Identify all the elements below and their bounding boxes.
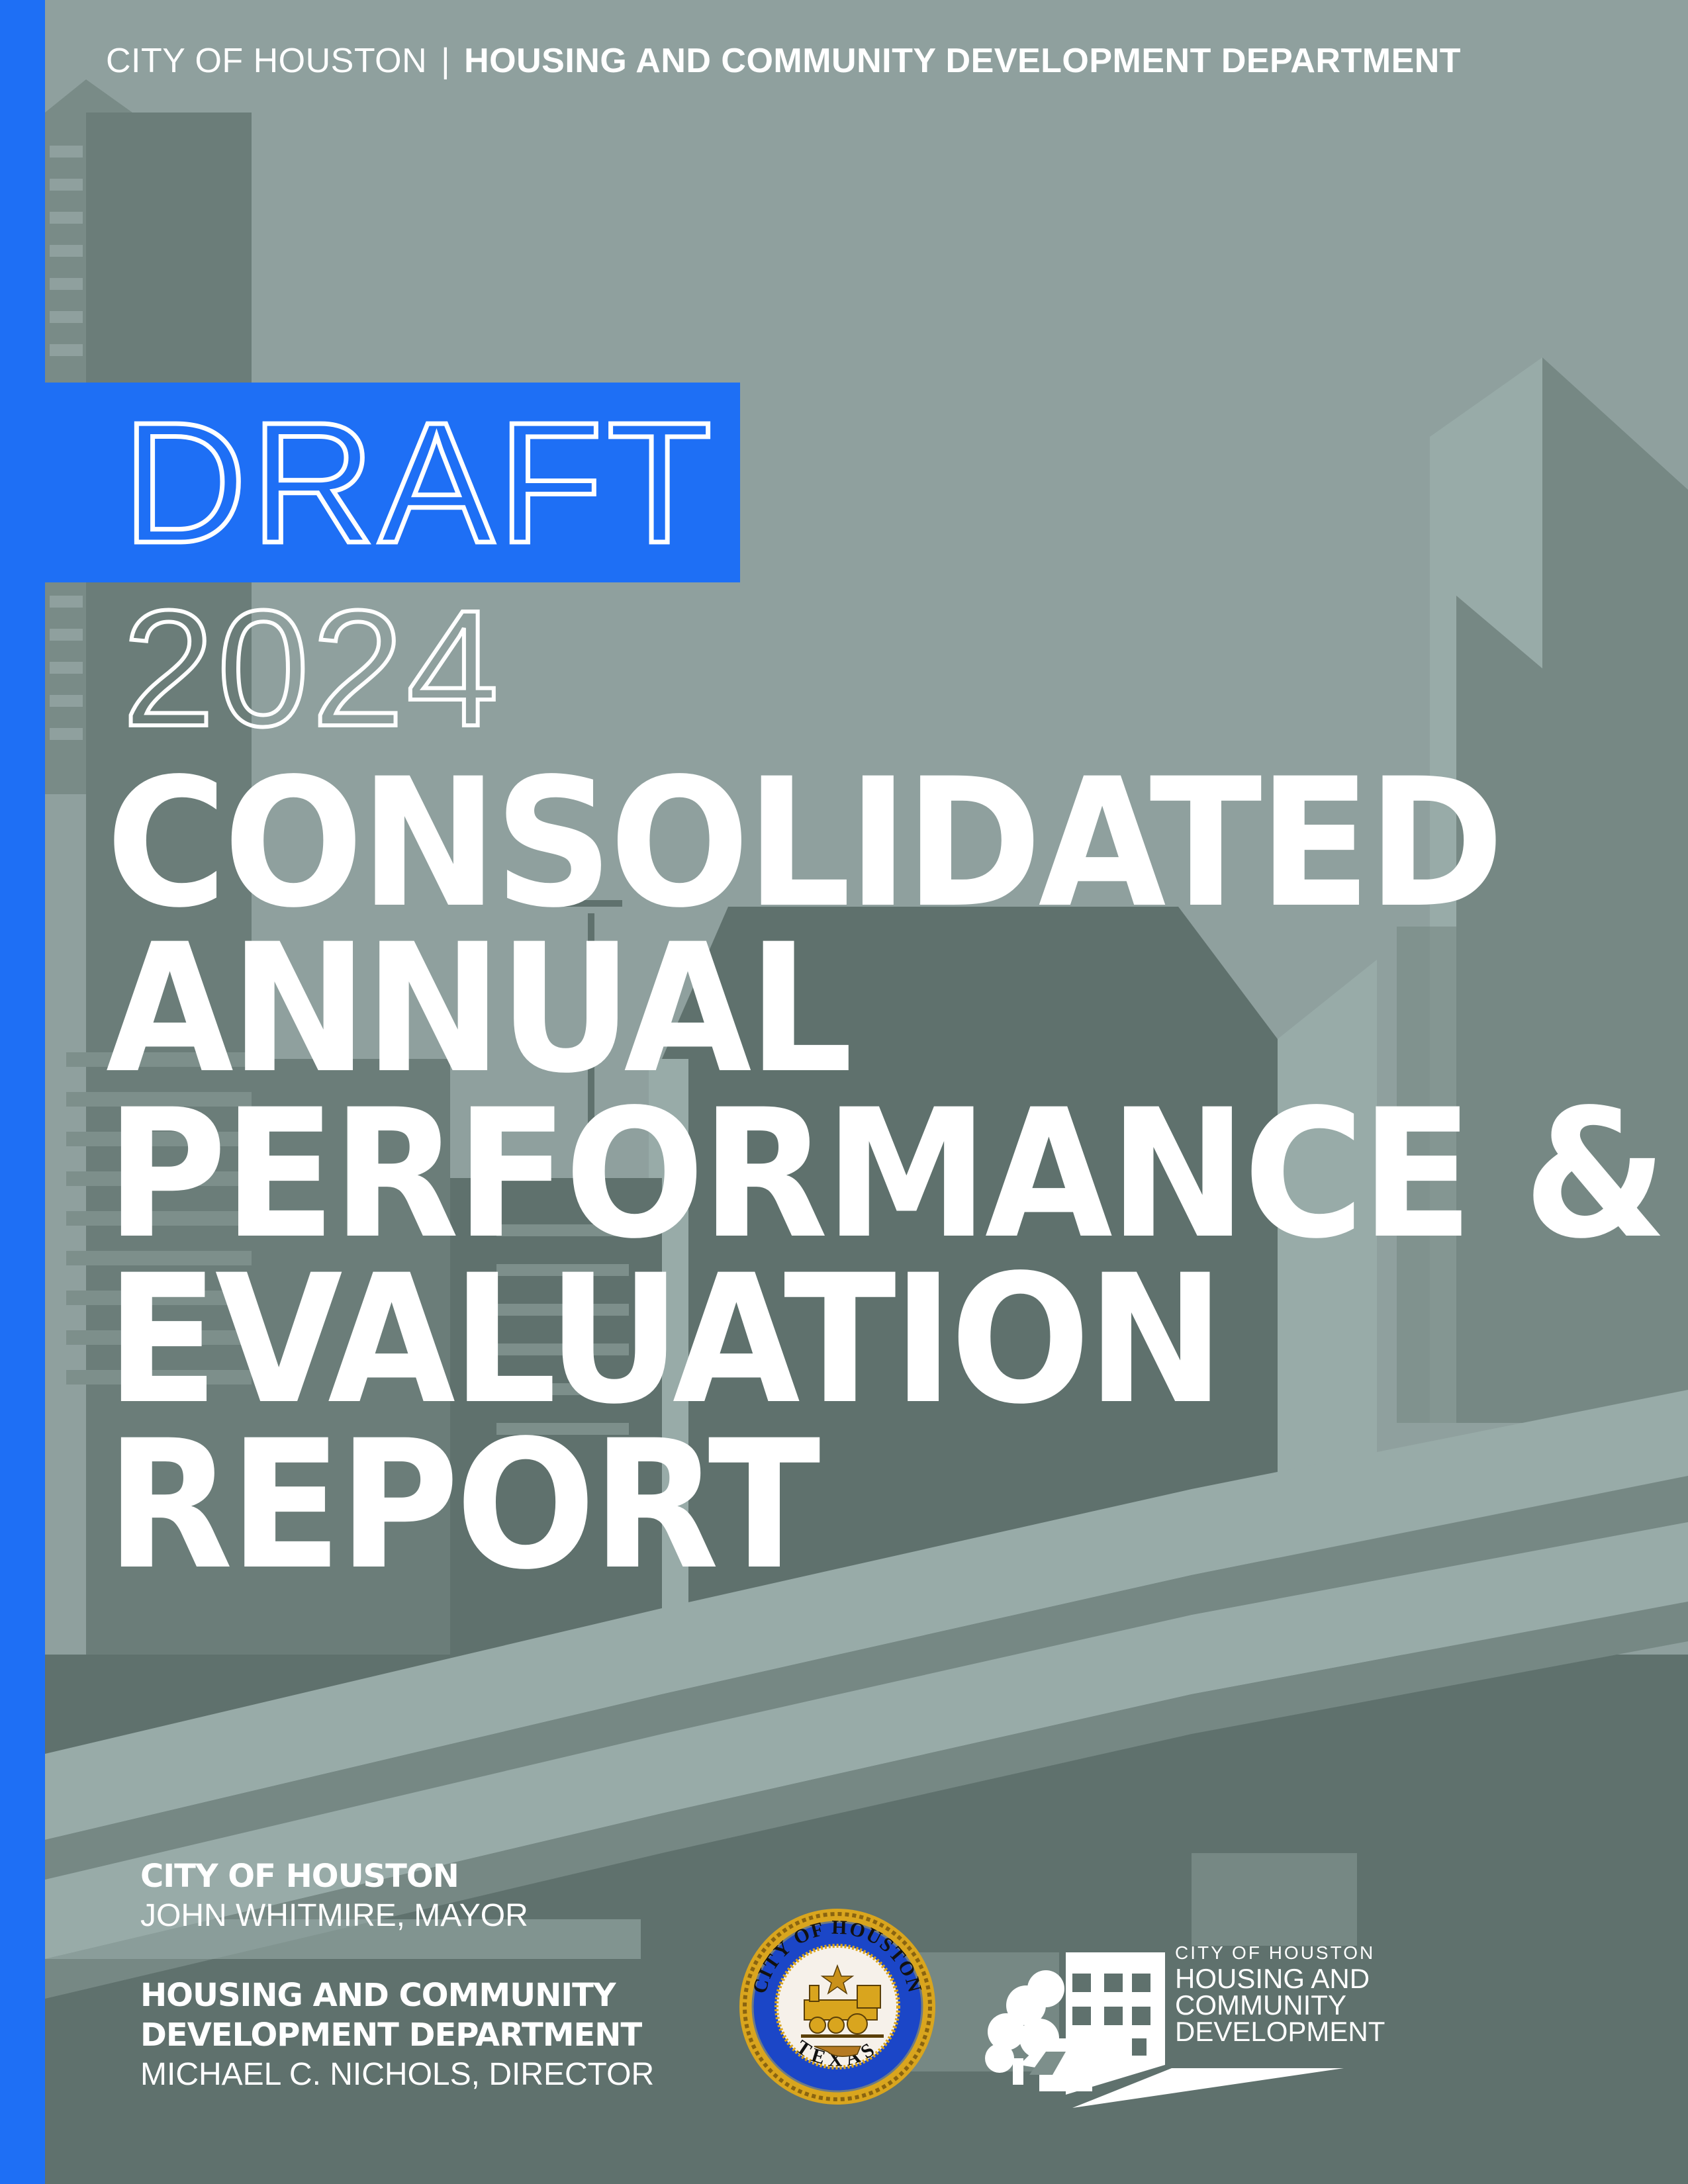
credit-dept-line2: DEVELOPMENT DEPARTMENT xyxy=(140,2017,642,2054)
credit-city: CITY OF HOUSTON xyxy=(140,1858,459,1895)
housing-community-development-logo-icon xyxy=(985,1952,1344,2108)
credit-director: MICHAEL C. NICHOLS, DIRECTOR xyxy=(140,2057,655,2092)
city-of-houston-seal-icon: CITY OF HOUSTON TEXAS xyxy=(739,1909,935,2105)
title-line: PERFORMANCE & xyxy=(106,1071,1667,1278)
hcd-logo-city: CITY OF HOUSTON xyxy=(1175,1942,1376,1963)
hcd-logo-text: CITY OF HOUSTON HOUSING AND COMMUNITY DE… xyxy=(1175,1940,1385,2047)
title-line: EVALUATION xyxy=(106,1237,1225,1443)
draft-banner xyxy=(45,383,740,582)
title-line: CONSOLIDATED xyxy=(106,741,1505,947)
header-department: HOUSING AND COMMUNITY DEVELOPMENT DEPART… xyxy=(464,42,1462,80)
credit-mayor: JOHN WHITMIRE, MAYOR xyxy=(140,1898,528,1933)
hcd-logo-line3: DEVELOPMENT xyxy=(1175,2016,1385,2047)
title-line: ANNUAL xyxy=(106,906,853,1113)
hcd-logo-line2: COMMUNITY xyxy=(1175,1989,1346,2021)
credits-block: CITY OF HOUSTON JOHN WHITMIRE, MAYOR HOU… xyxy=(140,1856,654,2095)
credit-dept-line1: HOUSING AND COMMUNITY xyxy=(140,1977,616,2014)
report-year: 2024 xyxy=(120,576,502,760)
header-separator: | xyxy=(441,42,451,80)
page-header: CITY OF HOUSTON | HOUSING AND COMMUNITY … xyxy=(106,41,1461,81)
header-city: CITY OF HOUSTON xyxy=(106,42,428,80)
report-title: CONSOLIDATED ANNUAL PERFORMANCE & EVALUA… xyxy=(106,741,1667,1609)
draft-label: DRAFT xyxy=(120,387,716,579)
hcd-logo-line1: HOUSING AND xyxy=(1175,1963,1370,1994)
accent-side-bar xyxy=(0,0,45,2184)
title-line: REPORT xyxy=(106,1402,821,1609)
